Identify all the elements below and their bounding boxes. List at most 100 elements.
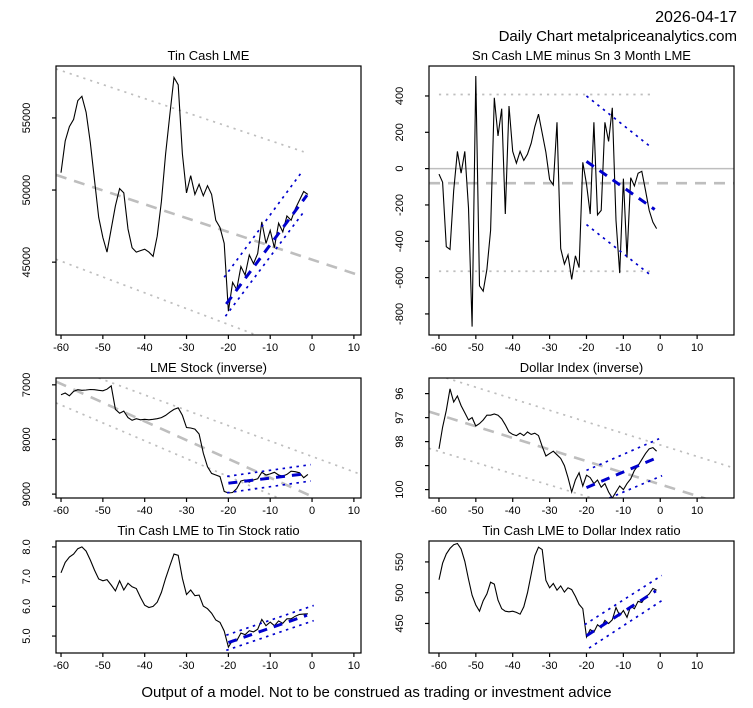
y-tick-label: 98	[394, 435, 406, 447]
y-tick-label: 97	[394, 411, 406, 423]
plot-lines	[56, 68, 361, 335]
trend-lower-band	[56, 258, 255, 335]
y-tick-label: -400	[394, 230, 406, 252]
y-tick-label: 5.0	[21, 628, 33, 643]
report-date: 2026-04-17	[655, 9, 737, 26]
chart-canvas: -60 -50 -40 -30 -20 -10 0 10 400 200 0 -200 -400 -600…	[394, 48, 735, 354]
x-tick-label: -20	[579, 342, 595, 354]
y-tick-label: -800	[394, 303, 406, 325]
plot-frame	[55, 65, 362, 336]
price-series-line	[60, 75, 309, 312]
x-tick-label: -60	[431, 660, 447, 672]
x-tick-label: -30	[542, 505, 558, 517]
y-tick-label: 55000	[21, 103, 33, 134]
x-tick-label: -10	[615, 660, 631, 672]
x-tick-label: 10	[691, 342, 703, 354]
y-tick-label: 450	[394, 614, 406, 632]
chart-canvas: -60 -50 -40 -30 -20 -10 0 10 45000 50000 55000 Tin …	[21, 48, 362, 354]
trend-upper-band	[446, 378, 734, 469]
x-tick-label: -40	[137, 342, 153, 354]
x-tick-label: -50	[468, 505, 484, 517]
y-tick-label: 7.0	[21, 569, 33, 584]
disclaimer-text: Output of a model. Not to be construed a…	[141, 684, 612, 701]
x-tick-label: 0	[657, 342, 663, 354]
chart-tin-to-dollar-ratio: -60 -50 -40 -30 -20 -10 0 10 450 500 550 Tin Cash L…	[379, 523, 745, 683]
trend-lower-band	[56, 402, 279, 498]
x-tick-label: -40	[137, 660, 153, 672]
plot-frame	[428, 540, 735, 654]
chart-tin-to-stock-ratio: -60 -50 -40 -30 -20 -10 0 10 5.0 6.0 7.0 8.0 Tin Cas…	[6, 523, 372, 683]
x-tick-label: -10	[262, 660, 278, 672]
y-tick-label: 8000	[21, 427, 33, 451]
forecast-lower-band	[588, 599, 663, 649]
forecast-upper-band	[223, 170, 304, 278]
plot-lines	[429, 75, 734, 327]
y-tick-label: 400	[394, 87, 406, 105]
forecast-midline	[585, 457, 657, 490]
price-series-line	[438, 75, 658, 327]
price-series-line	[60, 546, 308, 649]
plot-frame	[55, 540, 362, 654]
chart-title: Tin Cash LME to Tin Stock ratio	[117, 525, 299, 538]
plot-lines	[438, 542, 663, 649]
chart-canvas: -60 -50 -40 -30 -20 -10 0 10 96 97 98 100 Dollar Ind…	[394, 360, 735, 517]
x-tick-label: -40	[505, 660, 521, 672]
report-source: Daily Chart metalpriceanalytics.com	[498, 28, 737, 45]
plot-lines	[429, 378, 734, 498]
x-tick-label: 10	[348, 342, 360, 354]
trend-lower-band	[429, 447, 593, 498]
x-tick-label: -40	[137, 505, 153, 517]
x-tick-label: -30	[542, 660, 558, 672]
x-tick-label: -40	[505, 505, 521, 517]
forecast-lower-band	[609, 474, 663, 498]
x-tick-label: 10	[348, 660, 360, 672]
plot-lines	[60, 546, 314, 652]
forecast-midline	[228, 472, 307, 485]
x-tick-label: 0	[309, 342, 315, 354]
x-tick-label: -20	[220, 505, 236, 517]
chart-title: Tin Cash LME	[168, 50, 250, 63]
price-series-line	[438, 388, 657, 498]
chart-canvas: -60 -50 -40 -30 -20 -10 0 10 5.0 6.0 7.0 8.0 Tin Cas…	[21, 523, 362, 672]
price-series-line	[438, 542, 657, 639]
trend-midline	[56, 380, 316, 498]
x-tick-label: -50	[95, 342, 111, 354]
y-tick-label: 7000	[21, 373, 33, 397]
trend-midline	[429, 410, 708, 498]
x-tick-label: -50	[468, 660, 484, 672]
x-tick-label: -30	[179, 505, 195, 517]
x-tick-label: 10	[691, 660, 703, 672]
chart-canvas: -60 -50 -40 -30 -20 -10 0 10 450 500 550 Tin Cash L…	[394, 523, 735, 672]
chart-title: LME Stock (inverse)	[150, 362, 267, 375]
y-tick-label: 45000	[21, 247, 33, 278]
y-tick-label: 0	[394, 166, 406, 172]
forecast-upper-band	[585, 95, 652, 148]
plot-frame	[55, 377, 362, 499]
forecast-lower-band	[224, 212, 304, 317]
chart-dollar-index-inverse: -60 -50 -40 -30 -20 -10 0 10 96 97 98 100 Dollar Ind…	[379, 360, 745, 528]
forecast-upper-band	[584, 574, 663, 626]
y-tick-label: 96	[394, 387, 406, 399]
x-tick-label: -10	[262, 342, 278, 354]
y-tick-label: 550	[394, 553, 406, 571]
x-tick-label: 0	[309, 660, 315, 672]
x-tick-label: -50	[95, 505, 111, 517]
y-tick-label: 8.0	[21, 539, 33, 554]
x-tick-label: -30	[179, 660, 195, 672]
x-tick-label: -60	[53, 505, 69, 517]
x-tick-label: -30	[179, 342, 195, 354]
y-tick-label: 200	[394, 123, 406, 141]
x-tick-label: -50	[468, 342, 484, 354]
forecast-upper-band	[226, 604, 314, 636]
price-series-line	[60, 384, 309, 494]
chart-title: Dollar Index (inverse)	[520, 362, 644, 375]
x-tick-label: 10	[348, 505, 360, 517]
forecast-midline	[227, 613, 308, 645]
x-tick-label: -10	[615, 505, 631, 517]
forecast-lower-band	[226, 619, 314, 652]
x-tick-label: 0	[657, 660, 663, 672]
forecast-upper-band	[226, 463, 311, 478]
y-tick-label: -200	[394, 194, 406, 216]
x-tick-label: -20	[220, 660, 236, 672]
